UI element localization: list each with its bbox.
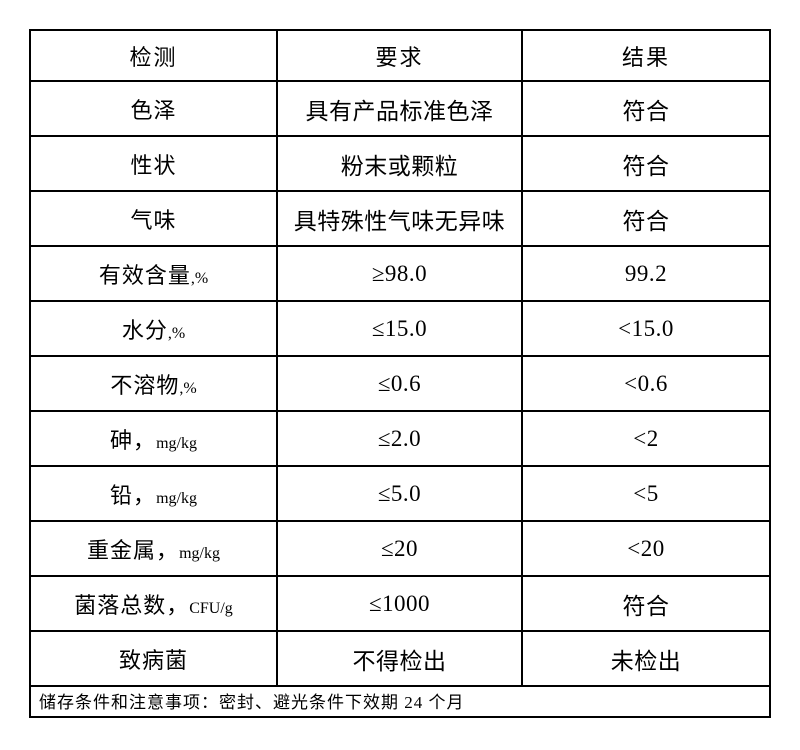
result-cell: 符合 <box>521 80 771 137</box>
test-label: 色泽 <box>130 97 177 123</box>
table-row: 有效含量,% ≥98.0 99.2 <box>29 245 771 302</box>
test-label: 性状 <box>130 152 177 178</box>
test-unit: CFU/g <box>189 599 233 617</box>
test-label: 不溶物 <box>110 372 180 398</box>
test-label: 致病菌 <box>118 647 188 673</box>
result-cell: <20 <box>521 520 771 577</box>
test-name-cell: 铅，mg/kg <box>29 465 278 522</box>
table-row: 致病菌 不得检出 未检出 <box>29 630 771 687</box>
test-label: 砷， <box>110 427 157 453</box>
test-label: 铅， <box>110 482 157 508</box>
result-cell: 符合 <box>521 575 771 632</box>
table-row: 重金属，mg/kg ≤20 <20 <box>29 520 771 577</box>
table-row: 铅，mg/kg ≤5.0 <5 <box>29 465 771 522</box>
result-cell: <15.0 <box>521 300 771 357</box>
test-name-cell: 不溶物,% <box>29 355 278 412</box>
requirement-cell: ≤1000 <box>276 575 523 632</box>
test-label: 重金属， <box>87 537 180 563</box>
requirement-cell: ≤15.0 <box>276 300 523 357</box>
test-unit: ,% <box>167 324 186 342</box>
result-cell: 未检出 <box>521 630 771 687</box>
storage-note: 储存条件和注意事项：密封、避光条件下效期 24 个月 <box>29 685 771 718</box>
table-row: 砷，mg/kg ≤2.0 <2 <box>29 410 771 467</box>
result-cell: <0.6 <box>521 355 771 412</box>
test-unit: ,% <box>179 379 197 397</box>
requirement-cell: ≥98.0 <box>276 245 523 302</box>
requirement-cell: 粉末或颗粒 <box>276 135 523 192</box>
test-name-cell: 砷，mg/kg <box>29 410 278 467</box>
test-unit: ,% <box>190 269 209 287</box>
test-unit: mg/kg <box>156 489 197 507</box>
inspection-table: 检测 要求 结果 色泽 具有产品标准色泽 符合 性状 粉末或颗粒 符合 气味 具… <box>29 29 771 718</box>
test-name-cell: 有效含量,% <box>29 245 278 302</box>
test-unit: mg/kg <box>156 434 197 452</box>
test-name-cell: 重金属，mg/kg <box>29 520 278 577</box>
test-name-cell: 性状 <box>29 135 278 192</box>
header-test: 检测 <box>29 29 278 82</box>
table-body: 色泽 具有产品标准色泽 符合 性状 粉末或颗粒 符合 气味 具特殊性气味无异味 … <box>29 80 771 687</box>
result-cell: 99.2 <box>521 245 771 302</box>
requirement-cell: ≤20 <box>276 520 523 577</box>
requirement-cell: ≤2.0 <box>276 410 523 467</box>
result-cell: <5 <box>521 465 771 522</box>
test-name-cell: 致病菌 <box>29 630 278 687</box>
requirement-cell: ≤5.0 <box>276 465 523 522</box>
result-cell: 符合 <box>521 135 771 192</box>
requirement-cell: 不得检出 <box>276 630 523 687</box>
requirement-cell: 具特殊性气味无异味 <box>276 190 523 247</box>
requirement-cell: 具有产品标准色泽 <box>276 80 523 137</box>
table-row: 性状 粉末或颗粒 符合 <box>29 135 771 192</box>
header-result: 结果 <box>521 29 771 82</box>
test-label: 菌落总数， <box>74 592 190 618</box>
result-cell: <2 <box>521 410 771 467</box>
test-label: 有效含量 <box>98 262 191 288</box>
table-row: 气味 具特殊性气味无异味 符合 <box>29 190 771 247</box>
table-row: 色泽 具有产品标准色泽 符合 <box>29 80 771 137</box>
header-row: 检测 要求 结果 <box>29 29 771 82</box>
table-row: 水分,% ≤15.0 <15.0 <box>29 300 771 357</box>
test-name-cell: 色泽 <box>29 80 278 137</box>
table-row: 不溶物,% ≤0.6 <0.6 <box>29 355 771 412</box>
requirement-cell: ≤0.6 <box>276 355 523 412</box>
test-name-cell: 菌落总数，CFU/g <box>29 575 278 632</box>
table-row: 菌落总数，CFU/g ≤1000 符合 <box>29 575 771 632</box>
footer-row: 储存条件和注意事项：密封、避光条件下效期 24 个月 <box>29 685 771 718</box>
test-name-cell: 水分,% <box>29 300 278 357</box>
test-label: 气味 <box>130 207 177 233</box>
test-label: 水分 <box>121 317 168 343</box>
test-unit: mg/kg <box>179 544 220 562</box>
result-cell: 符合 <box>521 190 771 247</box>
test-name-cell: 气味 <box>29 190 278 247</box>
header-requirement: 要求 <box>276 29 523 82</box>
